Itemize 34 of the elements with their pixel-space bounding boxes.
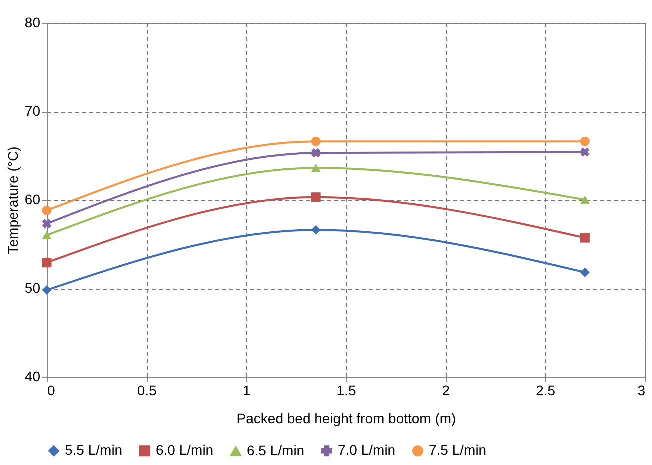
- point: [580, 268, 590, 278]
- x-tick-label: 0: [48, 382, 56, 398]
- legend-label: 7.5 L/min: [429, 442, 487, 458]
- x-tick-label: 1.5: [336, 382, 356, 398]
- y-tick-label: 40: [24, 368, 41, 384]
- legend-label: 6.5 L/min: [247, 442, 305, 458]
- legend-label: 6.0 L/min: [156, 442, 214, 458]
- legend-label: 7.0 L/min: [338, 442, 396, 458]
- point: [311, 148, 321, 158]
- legend-label: 5.5 L/min: [65, 442, 123, 458]
- point: [311, 164, 321, 172]
- y-tick-label: 70: [24, 103, 41, 119]
- point: [311, 136, 321, 146]
- x-tick-label: 2: [442, 382, 450, 398]
- point: [580, 136, 590, 146]
- x-tick-label: 0.5: [137, 382, 158, 398]
- y-tick-label: 50: [24, 280, 41, 296]
- y-tick-label: 60: [24, 192, 41, 208]
- point: [42, 206, 52, 216]
- y-tick-label: 80: [24, 14, 41, 30]
- x-axis-title: Packed bed height from bottom (m): [236, 410, 456, 426]
- point: [42, 231, 52, 240]
- point: [580, 196, 590, 204]
- point: [42, 286, 52, 296]
- y-axis-title: Temperature (°C): [4, 146, 21, 254]
- x-tick-label: 1: [242, 382, 251, 398]
- point: [311, 225, 321, 235]
- point: [580, 233, 590, 243]
- point: [42, 219, 52, 229]
- x-tick-label: 3: [638, 382, 646, 398]
- x-tick-label: 2.5: [536, 382, 556, 398]
- point: [580, 148, 590, 157]
- point: [311, 192, 321, 202]
- point: [42, 258, 52, 268]
